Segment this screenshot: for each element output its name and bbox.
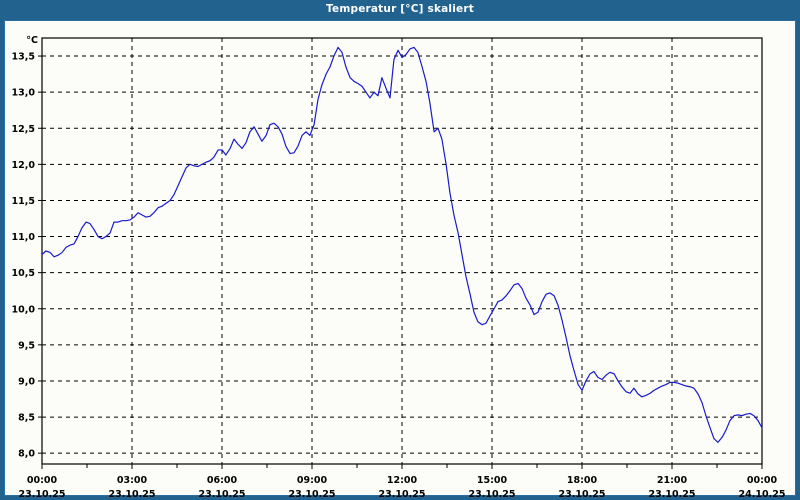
x-tick-label-date: 23.10.25 [199, 489, 246, 497]
x-tick-label-date: 23.10.25 [649, 489, 696, 497]
x-tick-label-date: 23.10.25 [559, 489, 606, 497]
window-title-bar: Temperatur [°C] skaliert [0, 0, 800, 18]
x-tick-label-time: 15:00 [477, 475, 508, 486]
y-tick-label: 9,5 [18, 340, 35, 351]
x-tick-label-time: 12:00 [387, 475, 418, 486]
y-tick-label: 12,0 [12, 160, 36, 171]
chart-canvas: 13,5 13,0 12,5 12,0 11,5 11,0 10,5 10,0 9,5 9,0 8,… [5, 21, 797, 497]
y-tick-label: 12,5 [12, 124, 35, 135]
x-tick-label-date: 24.10.25 [739, 489, 786, 497]
y-tick-label: 13,0 [12, 88, 36, 99]
x-tick-label-time: 00:00 [27, 475, 58, 486]
x-tick-label-time: 03:00 [117, 475, 148, 486]
tick-label-layer: 13,5 13,0 12,5 12,0 11,5 11,0 10,5 10,0 9,5 9,0 8,… [12, 52, 786, 497]
x-tick-label-time: 00:00 [747, 475, 778, 486]
chart-panel: 13,5 13,0 12,5 12,0 11,5 11,0 10,5 10,0 9,5 9,0 8,… [4, 20, 797, 497]
temperature-series-line [41, 46, 763, 443]
x-tick-label-time: 21:00 [657, 475, 688, 486]
y-tick-label: 11,0 [12, 232, 36, 243]
y-tick-label: 10,0 [12, 304, 36, 315]
y-tick-label: 13,5 [12, 52, 35, 63]
plot-frame [41, 37, 763, 465]
axis-layer [38, 37, 763, 469]
x-tick-label-time: 18:00 [567, 475, 598, 486]
page-title: Temperatur [°C] skaliert [326, 3, 474, 15]
y-tick-label: 8,0 [18, 449, 35, 460]
x-tick-label-date: 23.10.25 [469, 489, 516, 497]
temperature-line-chart: 13,5 13,0 12,5 12,0 11,5 11,0 10,5 10,0 9,5 9,0 8,… [12, 35, 786, 497]
y-axis-unit-label: °C [26, 35, 38, 46]
series-layer [41, 46, 763, 443]
grid-layer [42, 38, 762, 464]
x-tick-label-time: 09:00 [297, 475, 328, 486]
y-tick-label: 9,0 [18, 376, 35, 387]
x-tick-label-date: 23.10.25 [109, 489, 156, 497]
x-tick-label-time: 06:00 [207, 475, 238, 486]
y-tick-label: 11,5 [12, 196, 35, 207]
x-tick-label-date: 23.10.25 [379, 489, 426, 497]
y-tick-label: 10,5 [12, 268, 35, 279]
x-tick-label-date: 23.10.25 [19, 489, 66, 497]
y-tick-label: 8,5 [18, 413, 35, 424]
x-tick-label-date: 23.10.25 [289, 489, 336, 497]
